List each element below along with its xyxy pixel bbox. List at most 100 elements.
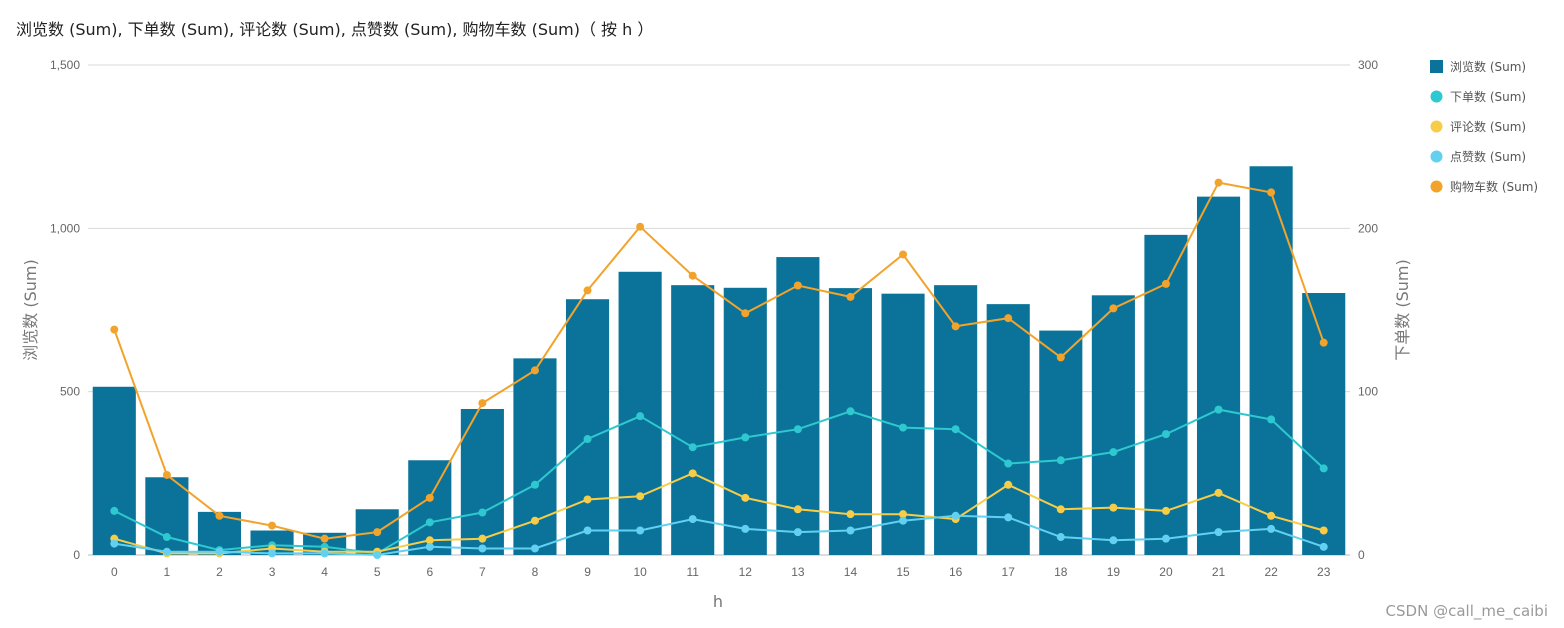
series-point (1319, 542, 1328, 551)
series-point (1319, 338, 1328, 347)
series-point (1056, 353, 1065, 362)
series-point (1056, 456, 1065, 465)
series-point (1161, 279, 1170, 288)
x-tick-label: 21 (1212, 565, 1226, 579)
series-point (110, 506, 119, 515)
legend-swatch (1430, 180, 1443, 193)
series-point (110, 325, 119, 334)
series-point (583, 286, 592, 295)
bar (145, 477, 189, 555)
x-tick-label: 16 (949, 565, 963, 579)
series-point (583, 435, 592, 444)
series-point (741, 433, 750, 442)
series-point (1267, 511, 1276, 520)
x-tick-label: 17 (1002, 565, 1016, 579)
y-right-tick-label: 0 (1358, 548, 1365, 562)
x-tick-label: 0 (111, 565, 118, 579)
y-right-axis-title: 下单数 (Sum) (1393, 259, 1412, 360)
series-point (951, 322, 960, 331)
y-left-axis-title: 浏览数 (Sum) (21, 259, 40, 360)
series-point (899, 516, 908, 525)
bar (565, 299, 610, 555)
series-point (1109, 503, 1118, 512)
bar (460, 408, 504, 555)
series-point (162, 547, 171, 556)
series-point (688, 443, 697, 452)
series-point (1109, 536, 1118, 545)
series-point (741, 524, 750, 533)
series-point (1056, 533, 1065, 542)
series-point (741, 309, 750, 318)
series-point (1004, 314, 1013, 323)
series-line (114, 514, 1325, 557)
series-point (215, 511, 224, 520)
legend-swatch (1430, 150, 1443, 163)
series-point (793, 505, 802, 514)
series-point (636, 412, 645, 421)
series-point (425, 542, 434, 551)
y-right-tick-label: 300 (1358, 58, 1378, 72)
legend-swatch (1430, 60, 1443, 73)
series-point (1214, 488, 1223, 497)
legend-label: 购物车数 (Sum) (1450, 179, 1538, 194)
series-line (113, 181, 1325, 540)
x-tick-label: 14 (844, 565, 858, 579)
series-point (1004, 480, 1013, 489)
x-tick-label: 11 (686, 565, 699, 579)
series-point (530, 366, 539, 375)
series-point (1267, 188, 1276, 197)
series-point (1319, 526, 1328, 535)
x-tick-label: 15 (896, 565, 910, 579)
series-point (478, 534, 487, 543)
chart-title: 浏览数 (Sum), 下单数 (Sum), 评论数 (Sum), 点赞数 (Su… (16, 20, 654, 39)
series-point (1056, 505, 1065, 514)
series-line (114, 472, 1324, 555)
series-point (636, 222, 645, 231)
series-point (846, 526, 855, 535)
series-point (478, 508, 487, 517)
series-point (530, 544, 539, 553)
bar (1144, 234, 1188, 555)
bar (1196, 196, 1241, 555)
x-tick-label: 13 (791, 565, 805, 579)
series-point (1161, 430, 1170, 439)
x-tick-label: 12 (739, 565, 753, 579)
bar (723, 287, 767, 555)
series-point (1161, 534, 1170, 543)
legend-swatch (1430, 120, 1443, 133)
series-point (110, 539, 119, 548)
x-tick-label: 19 (1107, 565, 1121, 579)
series-point (1214, 178, 1223, 187)
series-point (320, 534, 329, 543)
series-point (425, 493, 434, 502)
series-point (425, 518, 434, 527)
series-point (373, 551, 382, 559)
series-point (1161, 506, 1170, 515)
x-axis-title: h (713, 592, 723, 611)
series-point (1214, 528, 1223, 537)
y-left-tick-label: 1,500 (50, 58, 80, 72)
x-tick-label: 18 (1054, 565, 1068, 579)
series-point (951, 511, 960, 520)
bar (1039, 330, 1083, 555)
series-point (899, 250, 908, 259)
bar (1249, 166, 1293, 555)
series-point (846, 407, 855, 416)
bar (1302, 293, 1346, 555)
series-point (530, 480, 539, 489)
series-point (1267, 524, 1276, 533)
x-tick-label: 1 (164, 565, 171, 579)
y-left-tick-label: 500 (60, 385, 80, 399)
x-tick-label: 10 (633, 565, 647, 579)
x-tick-label: 5 (374, 565, 381, 579)
bar (1091, 295, 1135, 555)
series-point (688, 271, 697, 280)
series-point (1267, 415, 1276, 424)
series-point (1004, 513, 1013, 522)
series-point (793, 281, 802, 290)
y-left-tick-label: 1,000 (50, 221, 80, 235)
watermark: CSDN @call_me_caibi (1385, 602, 1548, 620)
series-point (162, 533, 171, 542)
series-point (530, 516, 539, 525)
series-point (215, 547, 224, 556)
